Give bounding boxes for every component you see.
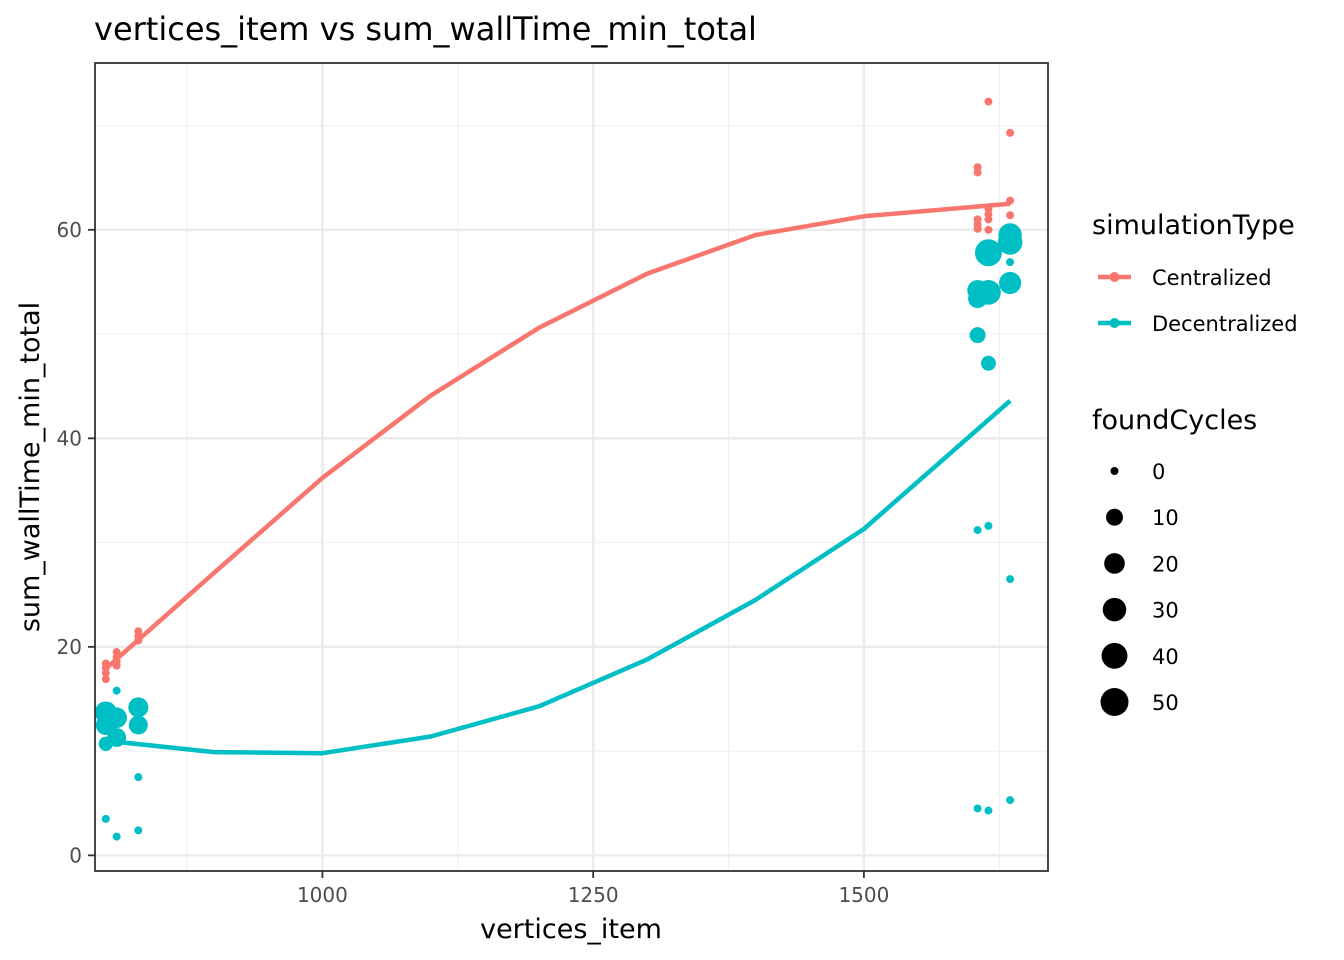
legend-size-label: 50 [1152, 691, 1179, 715]
plot-border [94, 62, 1049, 872]
legend-size-label: 20 [1152, 552, 1179, 576]
data-point-centralized [973, 224, 982, 233]
x-axis-title: vertices_item [480, 914, 662, 945]
legend-label-centralized: Centralized [1152, 266, 1272, 290]
data-point-decentralized [1006, 258, 1015, 267]
data-point-decentralized [101, 814, 110, 823]
data-point-decentralized [112, 686, 121, 695]
data-point-centralized [973, 168, 982, 177]
legend-size-key [1102, 597, 1127, 622]
legend-key-point [1109, 272, 1120, 282]
data-point-decentralized [106, 707, 127, 729]
data-point-decentralized [980, 355, 996, 371]
y-tick-label: 20 [57, 635, 82, 659]
trend-line-decentralized [105, 399, 1012, 756]
legend-size-label: 0 [1152, 460, 1165, 484]
data-point-decentralized [974, 239, 1002, 267]
data-point-decentralized [984, 521, 993, 530]
y-tick-label: 60 [57, 218, 82, 242]
y-tick-label: 0 [69, 843, 82, 867]
data-point-decentralized [973, 804, 982, 813]
legend-size-label: 10 [1152, 506, 1179, 530]
y-axis-title: sum_wallTime_min_total [15, 302, 46, 632]
data-point-decentralized [969, 327, 986, 344]
data-point-decentralized [128, 715, 148, 735]
chart-title: vertices_item vs sum_wallTime_min_total [94, 10, 757, 48]
trend-line-centralized [104, 201, 1011, 671]
plot-area: 1000 1250 1500 0 20 40 60 [57, 62, 1049, 907]
data-point-centralized [101, 675, 110, 684]
data-point-decentralized [112, 832, 121, 841]
legend-size-label: 40 [1152, 645, 1179, 669]
data-point-centralized [984, 97, 993, 106]
data-point-decentralized [134, 773, 143, 782]
data-point-decentralized [1006, 796, 1015, 805]
legend-label-decentralized: Decentralized [1152, 312, 1298, 336]
data-point-decentralized [999, 271, 1022, 295]
data-point-decentralized [973, 526, 982, 535]
legend-key-point [1109, 318, 1120, 328]
legend-size-key [1101, 642, 1128, 669]
legend-size-key [1110, 467, 1119, 475]
legend-size-key [1100, 688, 1129, 716]
x-tick-label: 1250 [568, 883, 619, 907]
data-point-decentralized [1006, 575, 1015, 584]
x-tick-label: 1500 [838, 883, 889, 907]
legend-size-key [1104, 553, 1125, 574]
data-point-decentralized [976, 280, 1001, 305]
data-point-centralized [984, 215, 993, 224]
legend-color-title: simulationType [1092, 210, 1295, 241]
data-point-centralized [984, 225, 993, 234]
y-tick-label: 40 [57, 426, 82, 450]
data-point-centralized [101, 668, 110, 677]
data-point-decentralized [997, 229, 1023, 255]
plot-background [95, 63, 1048, 871]
legend: simulationType foundCycles Centralized De… [1092, 210, 1298, 716]
legend-size-title: foundCycles [1092, 405, 1257, 436]
legend-size-key [1106, 508, 1123, 526]
data-point-centralized [1006, 128, 1015, 137]
data-point-decentralized [128, 697, 149, 718]
data-point-centralized [1006, 211, 1015, 220]
data-point-decentralized [984, 806, 993, 815]
data-point-decentralized [134, 826, 143, 835]
x-tick-label: 1000 [297, 883, 348, 907]
legend-size-label: 30 [1152, 599, 1179, 623]
